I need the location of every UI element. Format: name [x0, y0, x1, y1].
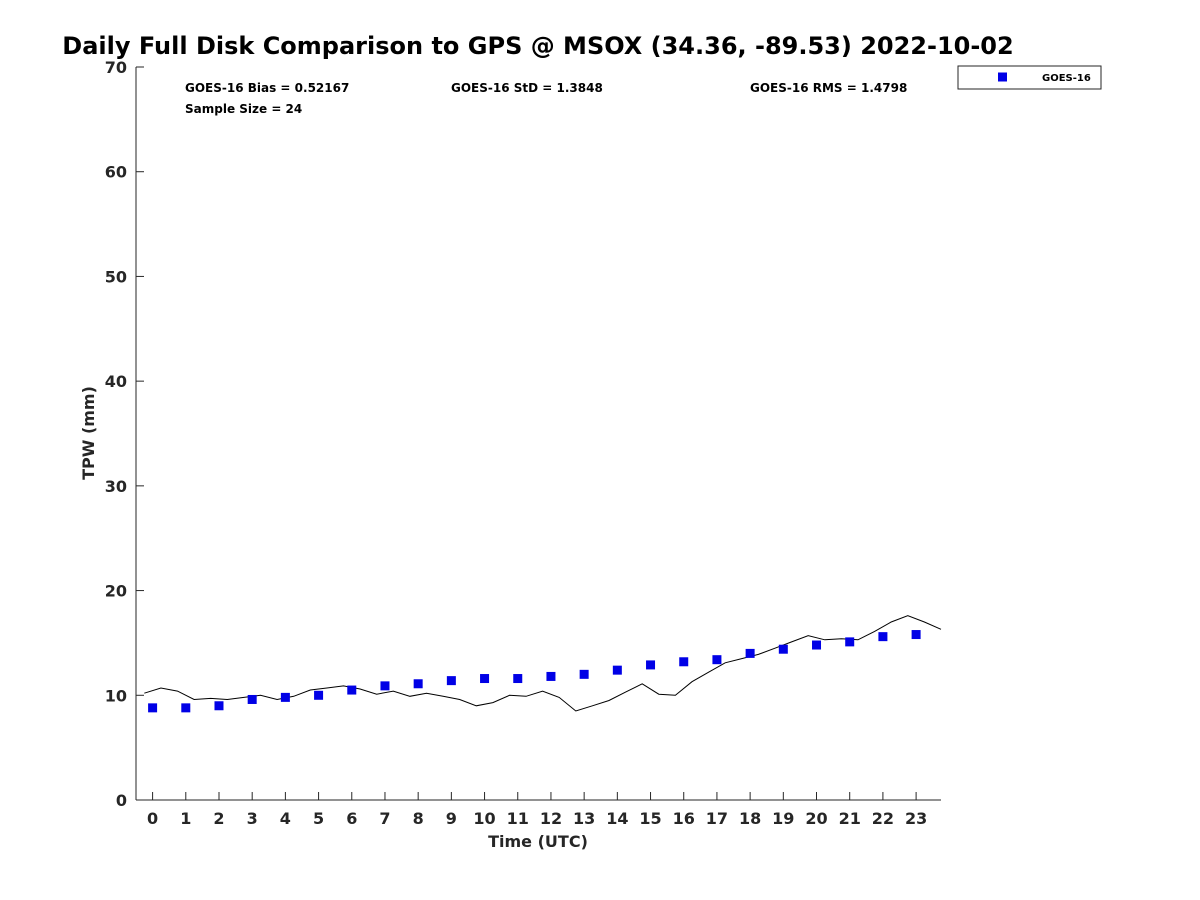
y-axis-ticks: 0 10 20 30 40 50 60 70 [105, 58, 144, 810]
goes-16-point [679, 657, 689, 667]
goes-16-point [812, 640, 822, 650]
y-tick-label: 30 [105, 477, 127, 496]
x-tick-label: 11 [507, 809, 529, 828]
x-tick-label: 17 [706, 809, 728, 828]
x-tick-label: 19 [772, 809, 794, 828]
plot-frame [135, 67, 941, 801]
legend-label-goes-16: GOES-16 [1042, 73, 1091, 84]
goes-16-point [181, 703, 191, 713]
x-tick-label: 3 [247, 809, 258, 828]
x-tick-label: 0 [147, 809, 158, 828]
goes-16-point [214, 701, 224, 711]
goes-16-series [148, 630, 921, 713]
x-tick-label: 1 [180, 809, 191, 828]
stat-rms: GOES-16 RMS = 1.4798 [750, 81, 907, 95]
x-tick-label: 2 [213, 809, 224, 828]
goes-16-point [911, 630, 921, 640]
x-tick-label: 20 [805, 809, 827, 828]
goes-16-point [612, 665, 622, 675]
goes-16-point [878, 632, 888, 642]
goes-16-point [778, 644, 788, 654]
goes-16-point [480, 674, 490, 684]
y-tick-label: 10 [105, 686, 127, 705]
y-tick-label: 50 [105, 267, 127, 286]
x-tick-label: 15 [639, 809, 661, 828]
stat-bias: GOES-16 Bias = 0.52167 [185, 81, 349, 95]
goes-16-point [446, 676, 456, 686]
x-tick-label: 10 [473, 809, 495, 828]
x-tick-label: 4 [280, 809, 291, 828]
x-tick-label: 8 [413, 809, 424, 828]
x-tick-label: 12 [540, 809, 562, 828]
x-axis-label: Time (UTC) [488, 832, 588, 851]
y-tick-label: 20 [105, 582, 127, 601]
legend-marker-goes-16 [998, 72, 1007, 82]
x-tick-label: 6 [346, 809, 357, 828]
goes-16-point [413, 679, 423, 689]
x-tick-label: 22 [872, 809, 894, 828]
goes-16-point [646, 660, 656, 670]
goes-16-point [745, 648, 755, 658]
goes-16-point [513, 674, 523, 684]
x-tick-label: 5 [313, 809, 324, 828]
x-tick-label: 7 [379, 809, 390, 828]
y-tick-label: 60 [105, 163, 127, 182]
goes-16-point [247, 694, 257, 704]
goes-16-point [845, 637, 855, 647]
goes-16-point [579, 669, 589, 679]
goes-16-point [280, 692, 290, 702]
x-tick-label: 23 [905, 809, 927, 828]
x-tick-label: 16 [673, 809, 695, 828]
goes-16-point [380, 681, 390, 691]
y-tick-label: 70 [105, 58, 127, 77]
gps-line [144, 615, 942, 712]
goes-16-point [148, 703, 158, 713]
goes-16-point [546, 671, 556, 681]
x-tick-label: 18 [739, 809, 761, 828]
x-tick-label: 14 [606, 809, 628, 828]
x-tick-label: 13 [573, 809, 595, 828]
stat-std: GOES-16 StD = 1.3848 [451, 81, 603, 95]
y-tick-label: 40 [105, 372, 127, 391]
gps-line-series [144, 615, 942, 712]
goes-16-point [712, 655, 722, 665]
x-tick-label: 9 [446, 809, 457, 828]
legend: GOES-16 [957, 65, 1102, 90]
stat-sample-size: Sample Size = 24 [185, 102, 302, 116]
goes-16-point [314, 690, 324, 700]
y-tick-label: 0 [116, 791, 127, 810]
chart-title: Daily Full Disk Comparison to GPS @ MSOX… [62, 32, 1013, 60]
x-tick-label: 21 [839, 809, 861, 828]
y-axis-label: TPW (mm) [79, 386, 98, 480]
legend-box [957, 65, 1102, 90]
goes-16-point [347, 685, 357, 695]
x-axis-ticks: 0 1 2 3 4 5 6 7 8 9 10 11 12 13 14 15 16 17 18 19 20 21 22 23 [147, 792, 927, 828]
